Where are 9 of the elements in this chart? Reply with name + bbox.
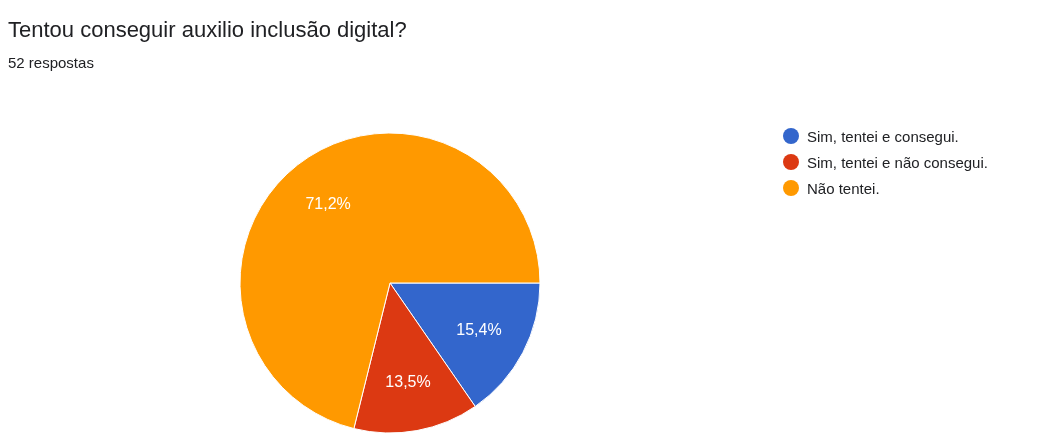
text: 52 respostas [8,54,94,71]
legend-label: Sim, tentei e consegui. [807,127,959,145]
data-label: 15,4% [456,321,502,339]
legend-label: Não tentei. [807,179,880,197]
data-label: 71,2% [305,195,351,213]
chart-title: Tentou conseguir auxilio inclusão digital? [8,17,407,42]
data-label: 13,5% [385,373,431,391]
legend-label: Sim, tentei e não consegui. [807,153,988,171]
pie-slice [239,132,541,430]
